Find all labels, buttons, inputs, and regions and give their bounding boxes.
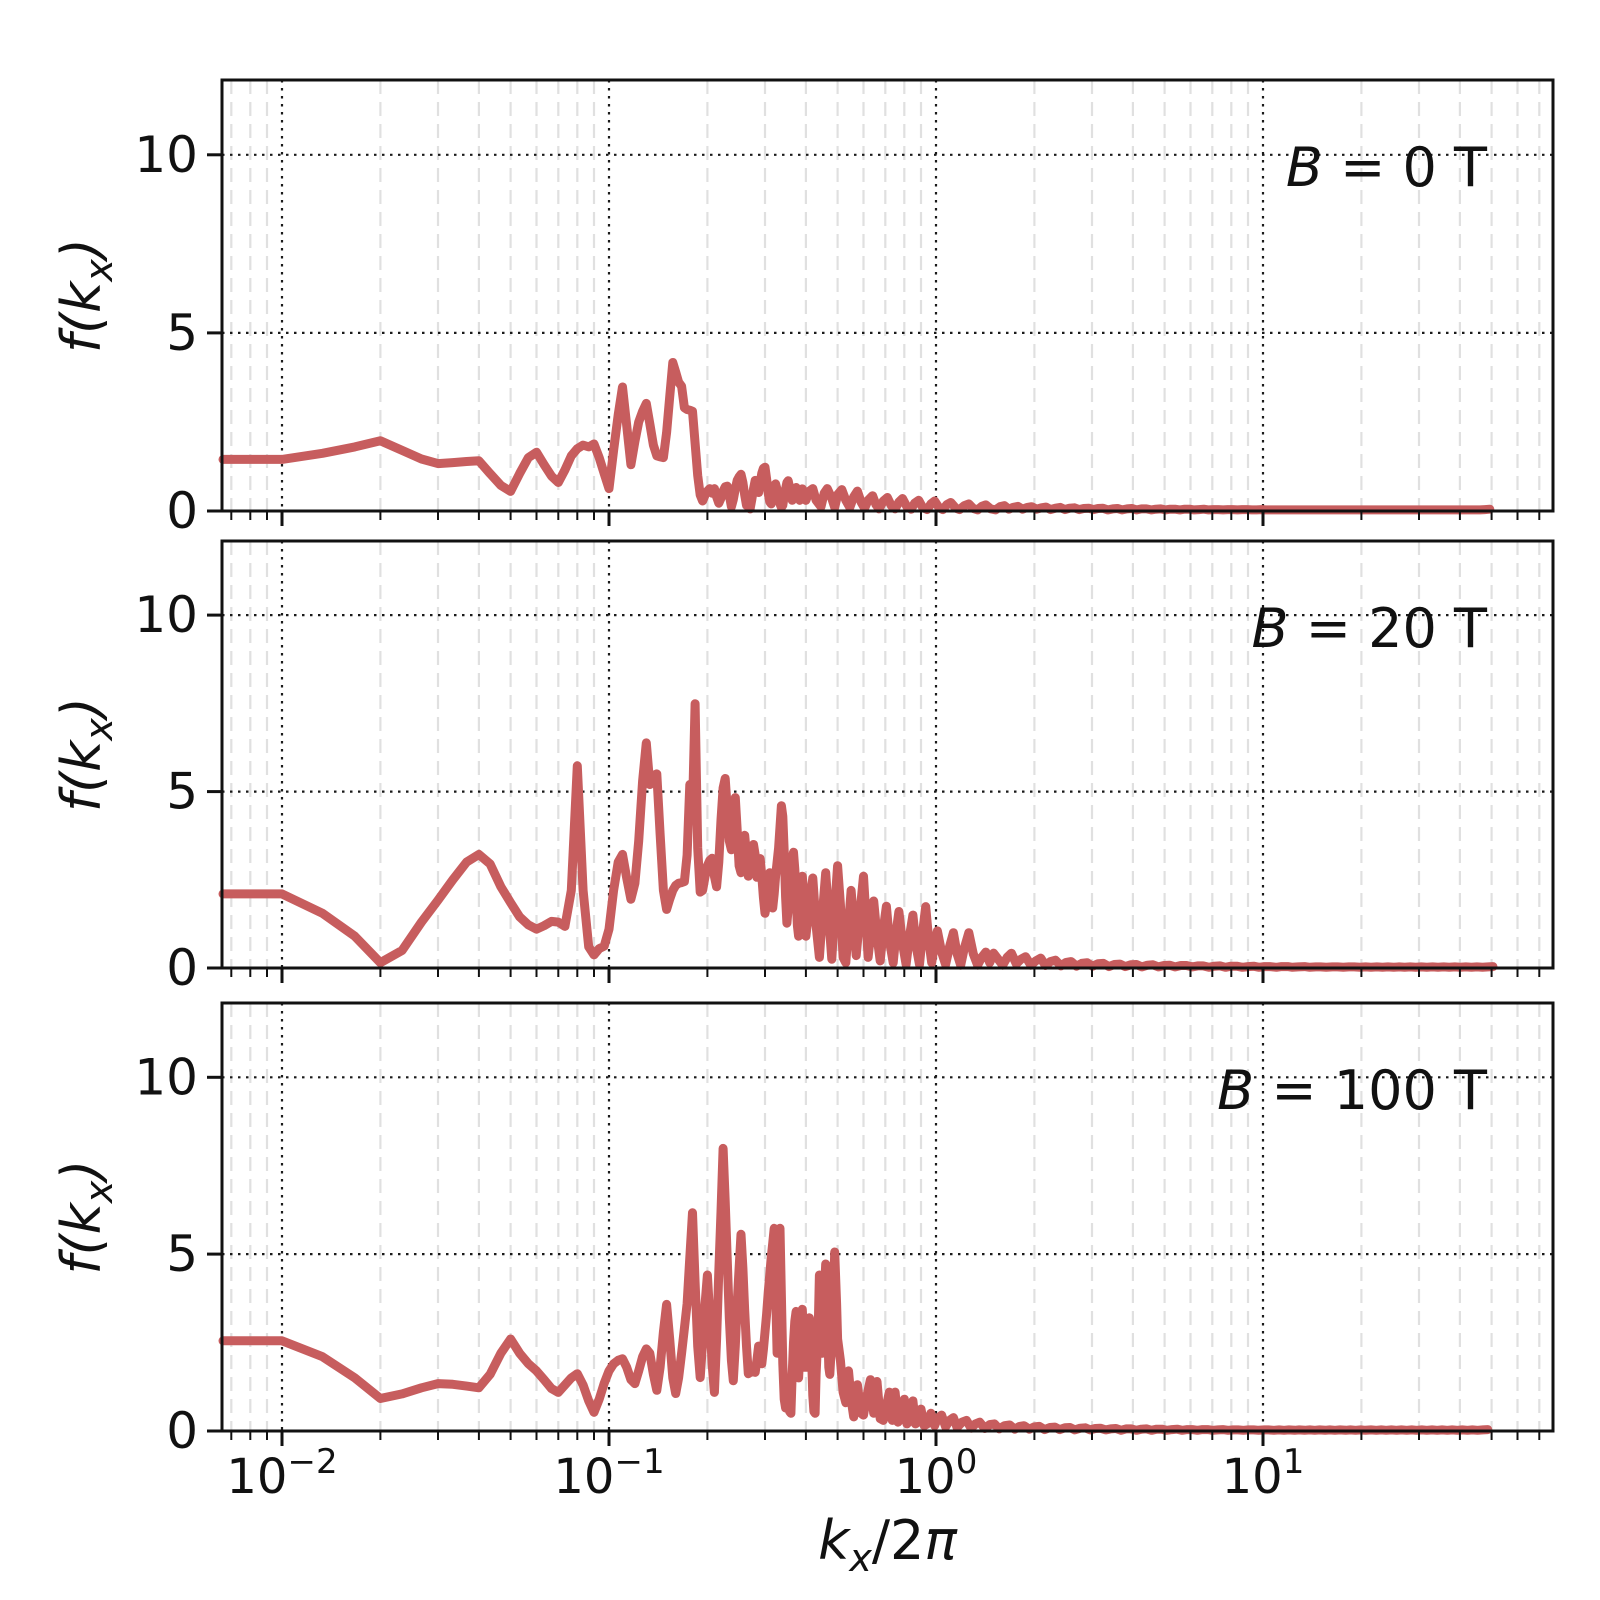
x-axis-label: kx/2π — [818, 1509, 958, 1580]
y-tick-label: 5 — [166, 1225, 198, 1283]
field-annotation: B = 20 T — [1252, 597, 1489, 660]
x-tick-label: 10−2 — [226, 1442, 337, 1505]
panel-b0t: 0 5 10 B = 0 T f(kx) — [50, 78, 1555, 540]
y-tick-label: 0 — [166, 939, 198, 997]
y-axis-label: f(kx) — [50, 697, 121, 812]
y-tick-label: 0 — [166, 1402, 198, 1460]
field-annotation: B = 100 T — [1217, 1059, 1488, 1122]
y-tick-label: 10 — [134, 1048, 198, 1106]
y-tick-label: 0 — [166, 482, 198, 540]
field-annotation: B = 0 T — [1286, 136, 1488, 199]
x-tick-label: 101 — [1222, 1442, 1305, 1505]
x-tick-label: 100 — [895, 1442, 978, 1505]
y-axis-label: f(kx) — [50, 238, 121, 353]
y-tick-label: 5 — [166, 763, 198, 821]
x-axis-labels: 10−2 10−1 100 101 kx/2π — [226, 1442, 1304, 1580]
x-tick-label: 10−1 — [553, 1442, 664, 1505]
y-tick-label: 10 — [134, 586, 198, 644]
y-tick-label: 5 — [166, 304, 198, 362]
y-axis-label: f(kx) — [50, 1160, 121, 1275]
y-tick-label: 10 — [134, 126, 198, 184]
panel-b20t: 0 5 10 B = 20 T f(kx) — [50, 539, 1555, 997]
axes-spines — [220, 78, 1555, 513]
panel-b100t: 0 5 10 B = 100 T f(kx) — [50, 1001, 1555, 1460]
axes-spines — [220, 1001, 1555, 1433]
axes-spines — [220, 539, 1555, 970]
